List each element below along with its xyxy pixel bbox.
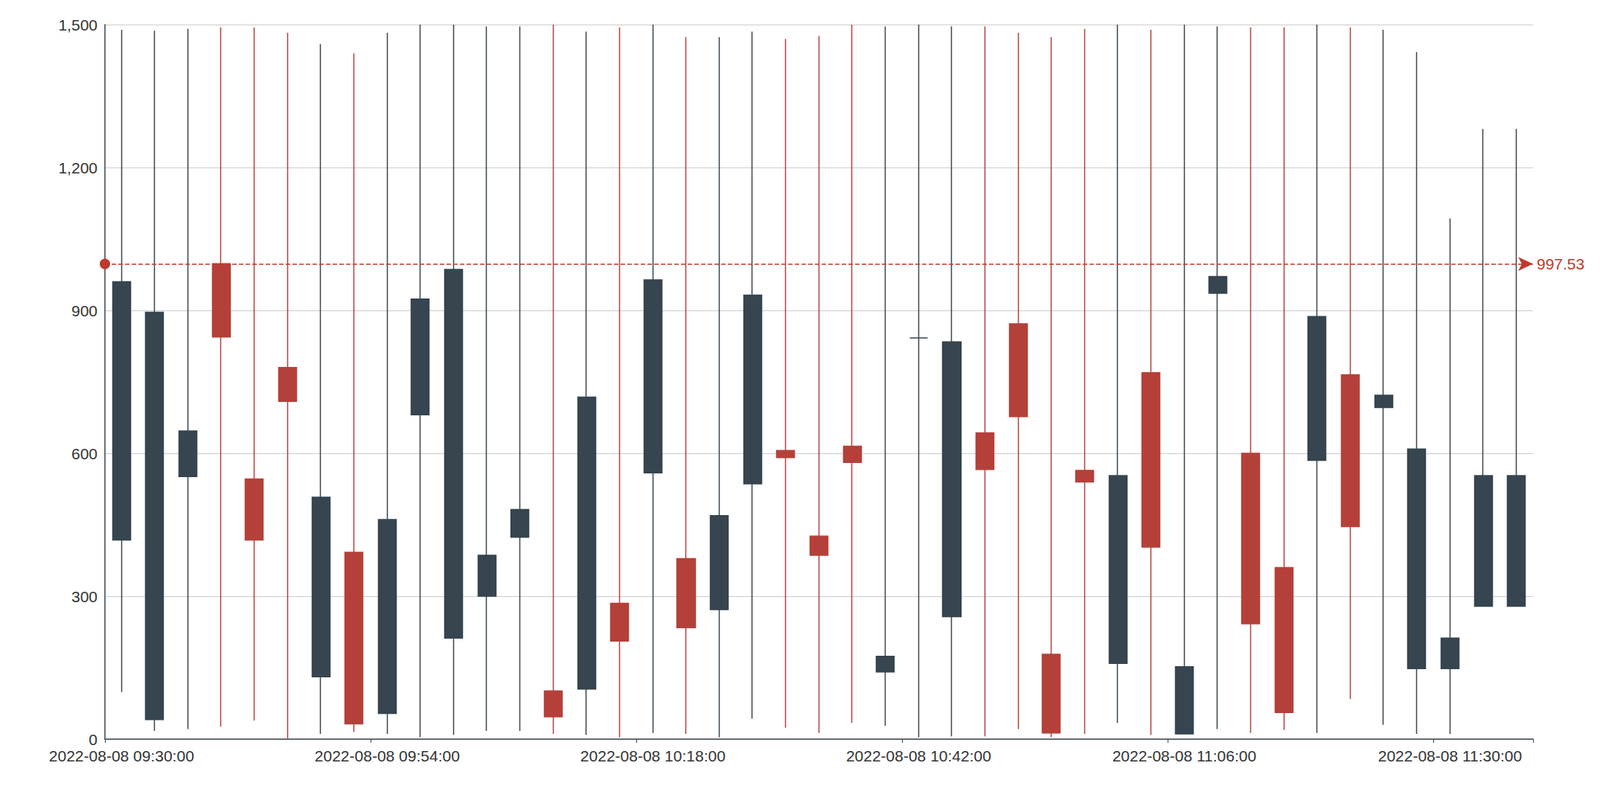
svg-text:2022-08-08 09:30:00: 2022-08-08 09:30:00 bbox=[49, 747, 195, 765]
svg-text:2022-08-08 09:54:00: 2022-08-08 09:54:00 bbox=[314, 747, 460, 765]
svg-text:997.53: 997.53 bbox=[1536, 255, 1585, 273]
svg-text:1,500: 1,500 bbox=[58, 16, 98, 34]
svg-text:0: 0 bbox=[88, 730, 98, 748]
svg-text:2022-08-08 10:18:00: 2022-08-08 10:18:00 bbox=[580, 747, 726, 765]
svg-text:2022-08-08 10:42:00: 2022-08-08 10:42:00 bbox=[846, 747, 992, 765]
svg-text:2022-08-08 11:30:00: 2022-08-08 11:30:00 bbox=[1378, 747, 1522, 765]
svg-text:2022-08-08 11:06:00: 2022-08-08 11:06:00 bbox=[1112, 747, 1257, 765]
svg-text:600: 600 bbox=[71, 445, 98, 463]
svg-text:1,200: 1,200 bbox=[58, 159, 98, 177]
svg-text:900: 900 bbox=[71, 302, 98, 320]
svg-text:300: 300 bbox=[71, 587, 98, 606]
